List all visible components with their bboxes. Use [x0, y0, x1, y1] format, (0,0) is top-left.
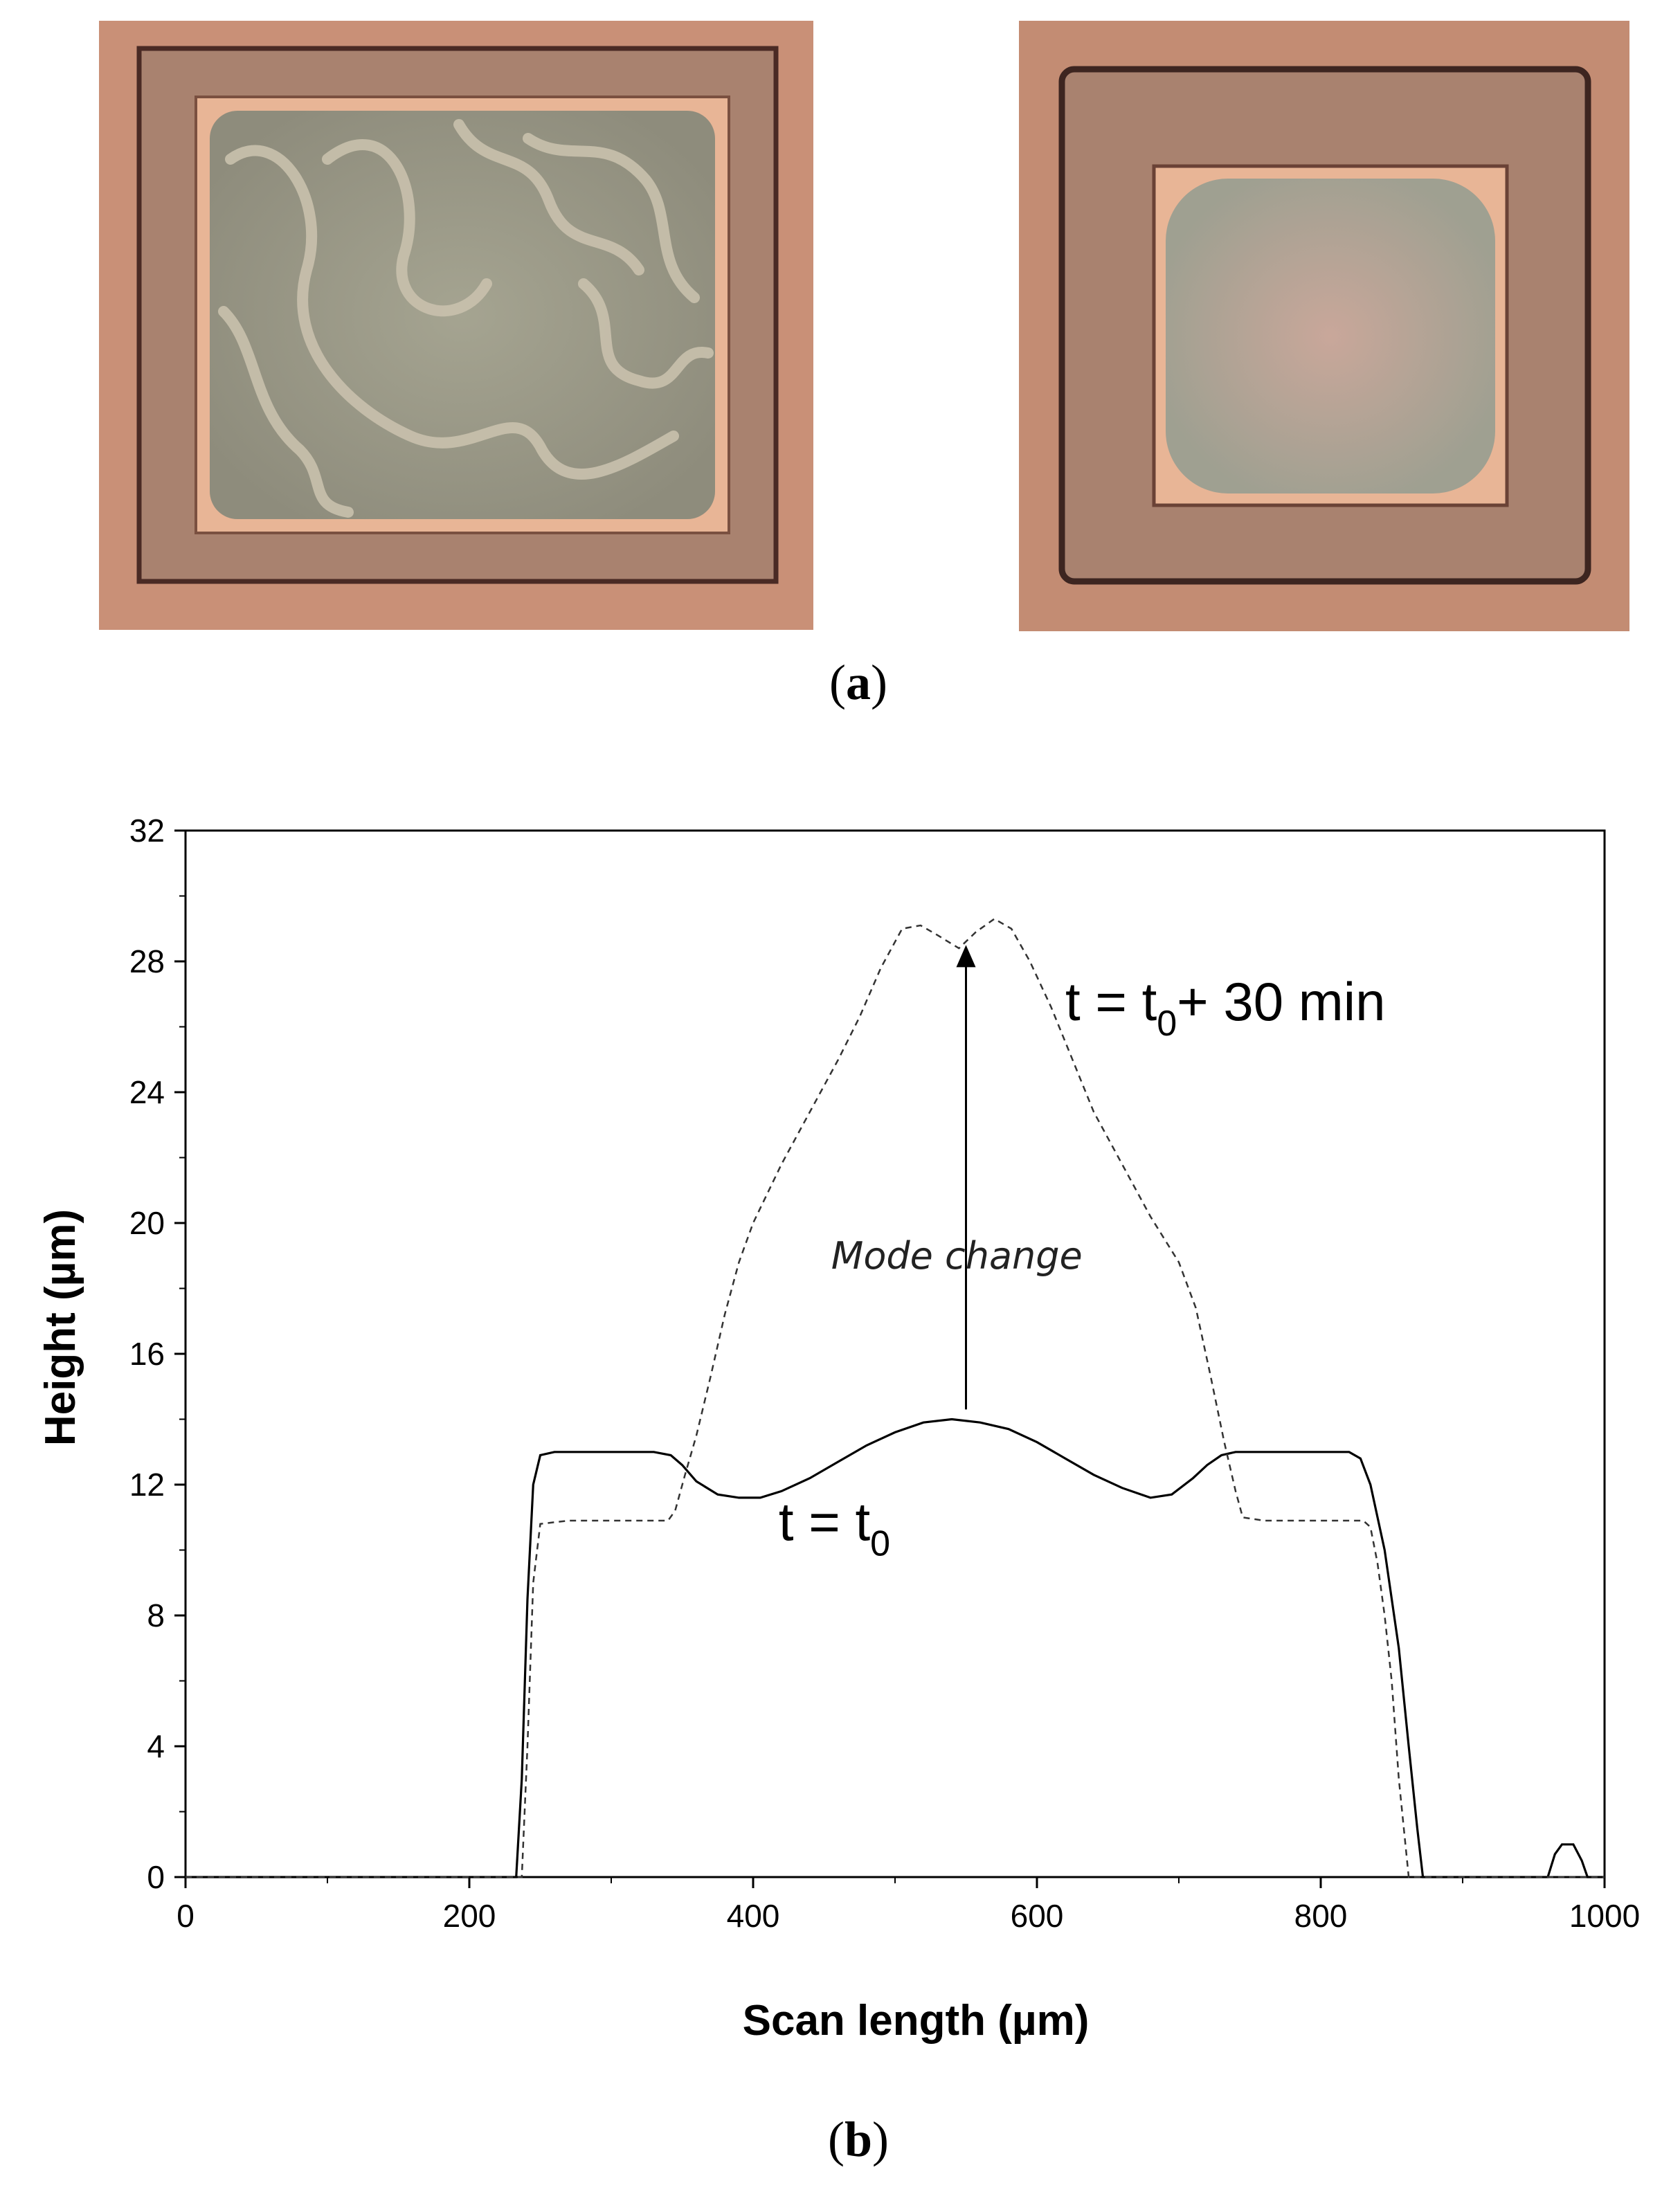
x-tick-label: 800: [1294, 1898, 1348, 1934]
label-t0-plus-30min-subscript: 0: [1157, 1004, 1177, 1044]
mode-change-arrowhead: [956, 945, 976, 968]
micrograph-left-drawing: [99, 21, 813, 630]
x-tick-label: 600: [1011, 1898, 1064, 1934]
y-tick-label: 4: [147, 1728, 165, 1764]
series-layer: [186, 918, 1605, 1878]
panel-b-label: (b): [827, 2112, 889, 2167]
y-tick-label: 20: [129, 1205, 165, 1241]
x-tick-label: 0: [177, 1898, 195, 1934]
x-axis-title: Scan length (µm): [743, 1997, 1090, 2045]
x-tick-label: 400: [727, 1898, 780, 1934]
micrograph-right-drawing: [1019, 21, 1629, 631]
y-tick-label: 24: [129, 1074, 165, 1110]
y-tick-label: 8: [147, 1597, 165, 1633]
plot-frame: [184, 829, 1606, 1878]
membrane: [210, 111, 715, 519]
x-tick-label: 1000: [1569, 1898, 1640, 1934]
y-axis-title: Height (µm): [37, 1209, 84, 1446]
plot-border: [184, 829, 1606, 1878]
panel-a-label: (a): [829, 655, 887, 710]
label-t0-plus-30min: t = t0+ 30 min: [1065, 971, 1386, 1044]
y-tick-label: 28: [129, 943, 165, 979]
y-tick-label: 0: [147, 1859, 165, 1895]
y-tick-label: 12: [129, 1467, 165, 1503]
micrograph-left: [99, 21, 813, 630]
series-line-t0-plus-30min: [186, 918, 1605, 1878]
label-t0-plus-30min-suffix: + 30 min: [1177, 971, 1385, 1032]
axis-ticks: 0 200 400 600 800 1000 0 4 8 12 16 20 24 28 32: [129, 813, 1640, 1934]
label-t0-subscript: 0: [870, 1523, 890, 1564]
micrograph-right: [1019, 21, 1629, 631]
wrinkles: [218, 119, 714, 518]
y-tick-label: 32: [129, 813, 165, 849]
series-line-t0: [186, 1417, 1605, 1878]
label-t0: t = t0: [779, 1491, 890, 1564]
y-tick-label: 16: [129, 1336, 165, 1372]
membrane: [1166, 179, 1495, 493]
annotation-layer: t = t0 t = t0+ 30 min Mode change: [779, 945, 1386, 1564]
mode-change-label: Mode change: [831, 1234, 1083, 1278]
x-tick-label: 200: [443, 1898, 496, 1934]
